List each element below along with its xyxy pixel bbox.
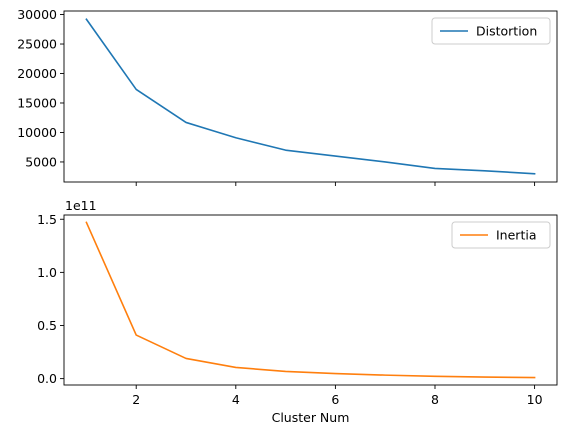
x-tick-label: 10	[527, 392, 543, 407]
y-tick-label: 10000	[17, 125, 57, 140]
axes-frame	[63, 10, 558, 183]
inertia-subplot: 0.0 0.5 1.0 1.5 2 4 6 8 10 Cluster Num 1e11 Inertia	[37, 198, 558, 425]
legend: Distortion	[431, 17, 551, 45]
legend-box	[451, 221, 551, 249]
y-tick-label: 30000	[17, 7, 57, 22]
y-tick-label: 0.0	[37, 371, 57, 386]
x-tick-label: 6	[331, 392, 339, 407]
y-tick-label: 25000	[17, 37, 57, 52]
x-tick-label: 8	[431, 392, 439, 407]
y-offset-text: 1e11	[65, 198, 97, 213]
y-tick-label: 1.5	[37, 212, 57, 227]
legend-box	[431, 17, 551, 45]
x-tick-label: 4	[232, 392, 240, 407]
legend-label: Inertia	[496, 228, 536, 243]
axes-frame	[63, 214, 558, 386]
x-axis-label: Cluster Num	[272, 410, 350, 425]
y-tick-label: 0.5	[37, 318, 57, 333]
y-tick-label: 5000	[25, 154, 57, 169]
x-tick-label: 2	[132, 392, 140, 407]
legend: Inertia	[451, 221, 551, 249]
distortion-subplot: 5000 10000 15000 20000 25000 30000 Distortion	[17, 7, 558, 186]
series-line-distortion	[85, 18, 536, 175]
legend-label: Distortion	[476, 24, 537, 39]
y-tick-label: 20000	[17, 66, 57, 81]
series-line-inertia	[85, 221, 536, 379]
y-tick-label: 1.0	[37, 265, 57, 280]
y-tick-label: 15000	[17, 95, 57, 110]
